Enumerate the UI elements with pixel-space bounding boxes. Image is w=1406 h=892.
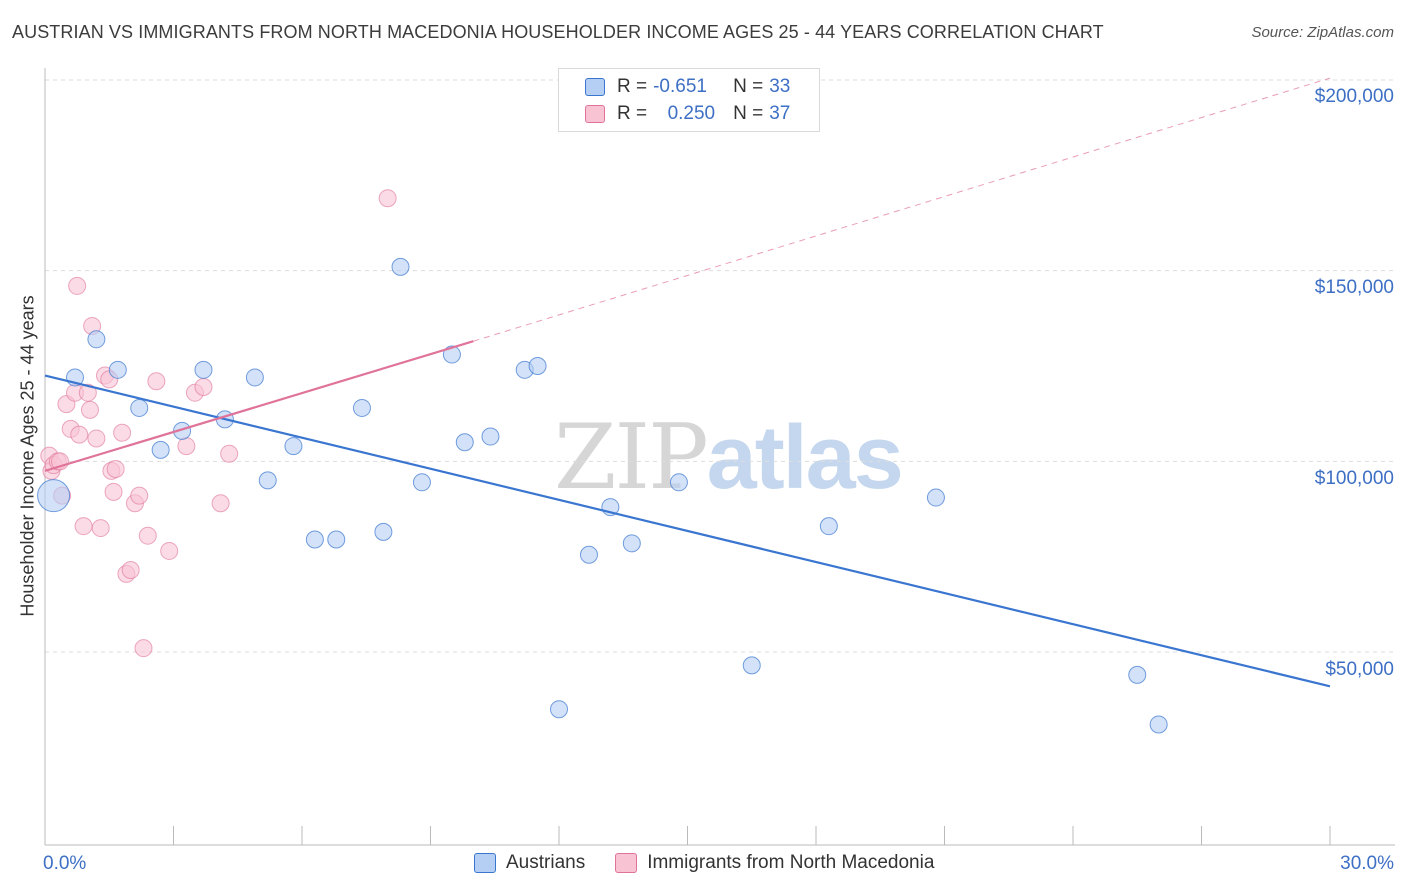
point-austrians-22 [528,357,547,375]
point-macedonia-9 [68,276,87,295]
trendline-macedonia [44,340,474,472]
x-tick-label-min: 0.0% [43,853,87,874]
correlation-legend: R = -0.651 N = 33 R = 0.250 N = 37 [558,68,820,132]
series-legend-austrians-label: Austrians [506,852,586,873]
point-austrians-15 [374,522,393,541]
point-austrians-2 [87,330,106,349]
legend-n-value-macedonia: 37 [769,103,791,124]
point-macedonia-20 [104,482,123,501]
point-macedonia-10 [70,425,89,444]
point-austrians-9 [245,368,264,387]
point-austrians-31 [1128,665,1147,684]
y-tick-label-150000: $150,000 [1314,277,1394,298]
point-austrians-5 [151,440,170,459]
point-macedonia-11 [74,517,93,536]
point-austrians-23 [550,700,568,719]
series-legend-macedonia-label: Immigrants from North Macedonia [647,852,935,873]
legend-swatch-macedonia [585,105,605,123]
point-austrians-17 [412,473,431,492]
point-macedonia-27 [134,639,153,658]
legend-r-value-macedonia: 0.250 [667,103,716,124]
point-macedonia-16 [91,519,110,538]
point-macedonia-13 [80,400,99,419]
point-macedonia-24 [121,561,140,580]
point-austrians-29 [819,517,838,536]
series-legend-macedonia: Immigrants from North Macedonia [615,852,934,874]
watermark: ZIPatlas [554,405,904,510]
legend-n-label: N = [733,103,764,124]
point-austrians-30 [926,488,945,507]
series-legend-austrians: Austrians [474,852,585,874]
point-macedonia-29 [147,372,166,391]
point-macedonia-21 [106,459,125,478]
point-austrians-16 [391,257,410,276]
y-tick-label-50000: $50,000 [1325,659,1394,680]
point-macedonia-34 [211,494,230,513]
x-tick-label-max: 30.0% [1340,853,1394,874]
point-austrians-0 [37,479,71,513]
point-austrians-32 [1149,715,1168,734]
watermark-zip: ZIP [554,405,709,510]
legend-r-label: R = [617,103,648,124]
legend-r-label: R = [617,76,648,97]
point-austrians-13 [327,530,346,549]
point-macedonia-28 [138,526,157,545]
point-austrians-24 [579,545,598,564]
legend-row-austrians: R = -0.651 N = 33 [585,75,790,99]
legend-row-macedonia: R = 0.250 N = 37 [585,102,790,126]
point-austrians-18 [442,345,461,364]
point-austrians-28 [742,656,761,675]
y-tick-label-100000: $100,000 [1314,468,1394,489]
point-macedonia-22 [113,423,132,442]
point-macedonia-26 [130,486,149,505]
point-austrians-11 [284,437,303,456]
point-austrians-3 [108,360,127,379]
y-axis-label: Householder Income Ages 25 - 44 years [17,295,38,617]
trendline-austrians [44,374,1331,688]
chart-title: AUSTRIAN VS IMMIGRANTS FROM NORTH MACEDO… [12,22,1104,42]
point-macedonia-36 [378,189,397,208]
legend-n-label: N = [733,76,764,97]
series-swatch-macedonia [615,853,638,873]
point-macedonia-33 [194,377,213,396]
legend-n-value-austrians: 33 [769,76,791,97]
series-swatch-austrians [474,853,496,873]
point-austrians-7 [194,360,213,379]
point-austrians-19 [455,433,474,452]
watermark-atlas: atlas [706,408,904,508]
point-macedonia-30 [160,541,179,560]
point-austrians-20 [481,427,500,446]
y-tick-label-200000: $200,000 [1314,86,1394,107]
point-austrians-26 [622,534,641,553]
point-austrians-14 [352,398,371,417]
point-macedonia-15 [87,429,106,448]
point-macedonia-31 [177,437,196,456]
point-austrians-27 [669,473,688,492]
series-legend: Austrians Immigrants from North Macedoni… [474,852,964,874]
point-austrians-12 [305,530,324,549]
point-macedonia-35 [220,444,239,463]
legend-swatch-austrians [585,78,605,96]
point-austrians-4 [130,398,149,417]
source-label: Source: ZipAtlas.com [1251,24,1394,41]
legend-r-value-austrians: -0.651 [653,76,707,97]
point-austrians-10 [258,471,277,490]
